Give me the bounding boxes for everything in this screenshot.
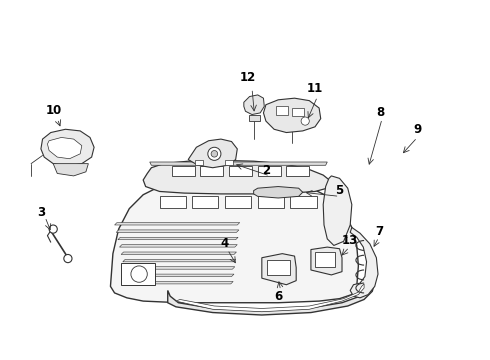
Polygon shape (110, 179, 358, 303)
Circle shape (208, 147, 221, 160)
Polygon shape (150, 162, 327, 165)
Bar (258, 196, 284, 208)
Bar (249, 114, 260, 121)
Text: 8: 8 (376, 105, 385, 118)
Polygon shape (350, 228, 378, 298)
Polygon shape (244, 95, 264, 114)
Polygon shape (143, 160, 331, 194)
Text: 5: 5 (336, 184, 343, 197)
Polygon shape (254, 186, 303, 198)
Polygon shape (41, 129, 94, 166)
Bar (315, 252, 336, 267)
Polygon shape (122, 259, 236, 262)
Bar (291, 196, 317, 208)
Circle shape (211, 150, 218, 157)
Bar (286, 166, 309, 176)
Polygon shape (323, 176, 352, 246)
Polygon shape (176, 284, 364, 312)
Bar (200, 166, 223, 176)
Bar (276, 106, 288, 114)
Polygon shape (168, 278, 375, 315)
Polygon shape (116, 230, 239, 232)
Bar (225, 196, 251, 208)
Polygon shape (127, 282, 233, 284)
Bar (292, 108, 304, 116)
Polygon shape (124, 267, 235, 269)
Bar (160, 196, 186, 208)
Text: 11: 11 (307, 82, 323, 95)
Text: 10: 10 (46, 104, 62, 117)
Text: 9: 9 (413, 123, 421, 136)
Bar (121, 264, 155, 285)
Polygon shape (118, 237, 238, 240)
Polygon shape (126, 274, 234, 276)
Bar (258, 166, 281, 176)
Polygon shape (188, 139, 237, 168)
Text: 4: 4 (221, 237, 229, 250)
Bar (229, 166, 252, 176)
Text: 6: 6 (274, 290, 282, 303)
Text: 12: 12 (240, 71, 256, 84)
Circle shape (301, 117, 309, 125)
Polygon shape (262, 254, 296, 285)
Bar (195, 160, 203, 165)
Polygon shape (53, 164, 88, 176)
Polygon shape (311, 247, 342, 275)
Bar (172, 166, 195, 176)
Text: 13: 13 (341, 234, 358, 247)
Polygon shape (120, 245, 237, 247)
Text: 3: 3 (37, 206, 45, 219)
Bar (192, 196, 219, 208)
Bar (225, 160, 233, 165)
Text: 7: 7 (375, 225, 383, 238)
Circle shape (131, 266, 147, 282)
Polygon shape (48, 138, 82, 159)
Bar (267, 260, 290, 275)
Polygon shape (115, 222, 240, 225)
Text: 2: 2 (262, 164, 270, 177)
Text: 1: 1 (489, 120, 490, 133)
Polygon shape (264, 98, 321, 132)
Circle shape (49, 225, 57, 233)
Polygon shape (121, 252, 237, 255)
Circle shape (64, 255, 72, 263)
